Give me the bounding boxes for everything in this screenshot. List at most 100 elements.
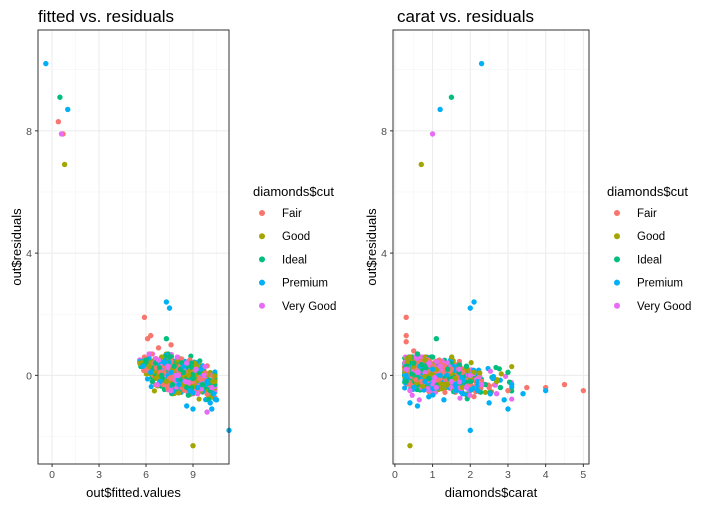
data-point-fair	[403, 332, 409, 339]
legend-label: Ideal	[282, 254, 307, 266]
x-tick-label: 2	[467, 469, 473, 481]
legend-key	[259, 233, 265, 240]
legend-label: Fair	[637, 208, 657, 220]
data-point-very-good	[414, 369, 421, 376]
axes-fitted: 0 3 6 9 0 4 8	[26, 126, 196, 481]
data-point-premium	[43, 60, 49, 67]
data-point-very-good	[155, 357, 162, 363]
data-point-good	[176, 390, 182, 396]
data-point-premium	[437, 106, 443, 113]
data-point-very-good	[422, 370, 428, 376]
data-point-premium	[429, 366, 436, 372]
data-point-very-good	[463, 384, 470, 391]
data-point-very-good	[456, 366, 462, 372]
data-point-premium	[486, 400, 492, 406]
data-point-premium	[542, 387, 549, 394]
data-point-good	[452, 375, 458, 382]
data-point-premium	[210, 391, 217, 397]
data-point-good	[419, 383, 426, 390]
legend-item-very-good: Very Good	[259, 301, 336, 313]
plot-title-fitted: fitted vs. residuals	[38, 7, 174, 26]
points-carat	[401, 60, 587, 449]
data-point-good	[146, 363, 152, 369]
data-point-ideal	[166, 354, 173, 360]
data-point-premium	[65, 106, 71, 113]
data-point-good	[163, 378, 170, 385]
legend-item-good: Good	[614, 231, 665, 243]
data-point-ideal	[143, 357, 149, 363]
y-tick-label: 8	[381, 126, 387, 138]
data-point-very-good	[416, 397, 422, 403]
data-point-fair	[448, 366, 455, 372]
legend-label: Very Good	[282, 301, 336, 313]
data-point-premium	[452, 381, 458, 388]
data-point-very-good	[165, 363, 171, 369]
data-point-premium	[144, 376, 151, 382]
data-point-very-good	[173, 372, 179, 379]
plot-panel-carat	[393, 30, 589, 464]
legend-key	[614, 256, 620, 263]
legend-item-ideal: Ideal	[259, 254, 307, 266]
data-point-good	[438, 386, 444, 392]
data-point-very-good	[493, 391, 500, 397]
data-point-very-good	[182, 378, 188, 385]
data-point-premium	[520, 391, 526, 397]
data-point-ideal	[505, 369, 511, 376]
legend-key	[259, 210, 265, 216]
legend-item-premium: Premium	[259, 278, 328, 290]
legend-key	[259, 279, 265, 286]
data-point-good	[459, 384, 465, 390]
legend-key	[614, 302, 620, 309]
x-tick-label: 4	[543, 469, 549, 481]
x-axis-title-carat: diamonds$carat	[445, 485, 538, 500]
data-point-ideal	[414, 351, 421, 357]
panel-border-carat	[392, 29, 590, 465]
data-point-very-good	[429, 131, 436, 137]
data-point-very-good	[426, 360, 432, 366]
data-point-ideal	[199, 381, 206, 388]
data-point-ideal	[409, 371, 415, 377]
data-point-fair	[141, 314, 148, 320]
data-point-good	[190, 442, 196, 449]
plot-title-carat: carat vs. residuals	[397, 7, 534, 26]
data-point-fair	[471, 394, 477, 400]
x-tick-label: 3	[96, 469, 102, 481]
legend-item-premium: Premium	[614, 278, 683, 290]
data-point-premium	[411, 384, 417, 391]
data-point-good	[210, 379, 216, 385]
data-point-premium	[184, 403, 190, 409]
x-tick-label: 0	[49, 469, 55, 481]
data-point-fair	[460, 369, 466, 376]
x-tick-label: 6	[143, 469, 149, 481]
data-point-premium	[163, 299, 170, 305]
data-point-ideal	[457, 362, 463, 368]
data-point-fair	[580, 387, 587, 394]
x-tick-label: 9	[190, 469, 196, 481]
data-point-premium	[140, 363, 146, 369]
legend-label: Fair	[282, 208, 302, 220]
data-point-very-good	[432, 374, 438, 380]
data-point-fair	[196, 375, 202, 382]
legend-left: diamonds$cut Fair Good Ideal Premium Very Go…	[253, 184, 336, 313]
data-point-ideal	[422, 363, 428, 369]
data-point-good	[445, 381, 451, 387]
data-point-premium	[194, 384, 201, 391]
data-point-premium	[407, 400, 413, 406]
data-point-good	[493, 378, 500, 385]
data-point-very-good	[201, 372, 207, 379]
data-point-fair	[561, 381, 568, 388]
legend-label: Premium	[282, 278, 328, 290]
data-point-premium	[430, 392, 436, 398]
data-point-premium	[168, 369, 174, 376]
data-point-premium	[166, 305, 173, 311]
data-point-ideal	[156, 365, 163, 371]
data-point-premium	[190, 406, 196, 412]
data-point-premium	[460, 391, 466, 397]
data-point-fair	[486, 384, 492, 391]
legend-key	[259, 256, 265, 263]
data-point-ideal	[190, 375, 196, 382]
data-point-good	[482, 389, 489, 395]
data-point-ideal	[426, 375, 432, 382]
data-point-ideal	[433, 335, 440, 342]
legend-item-very-good: Very Good	[614, 301, 691, 313]
